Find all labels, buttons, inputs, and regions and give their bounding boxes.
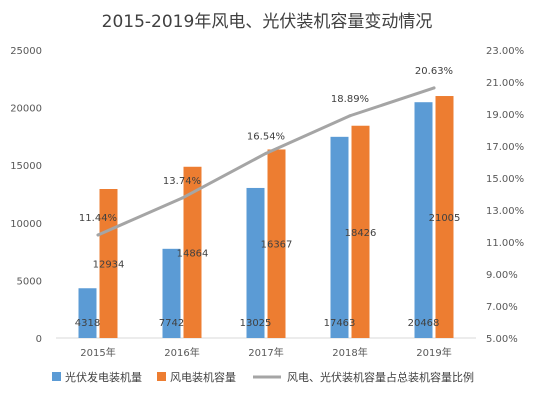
y-right-tick-label: 19.00%	[486, 110, 524, 121]
legend-label-solar: 光伏发电装机量	[65, 370, 142, 384]
ratio-line-point	[96, 233, 100, 237]
data-label-wind: 18426	[345, 228, 377, 239]
data-labels: 4318 12934 7742 14864 13025 16367 17463 18426 20…	[75, 66, 461, 329]
x-tick-labels: 2015年 2016年 2017年 2018年 2019年	[80, 346, 451, 359]
bar-solar	[246, 187, 265, 338]
y-right-tick-label: 9.00%	[486, 270, 518, 281]
data-label-wind: 14864	[177, 248, 209, 259]
data-label-ratio: 18.89%	[331, 94, 369, 105]
y-left-tick-label: 25000	[10, 46, 42, 57]
x-tick-label: 2017年	[248, 346, 283, 359]
legend: 光伏发电装机量 风电装机容量 风电、光伏装机容量占总装机容量比例	[52, 370, 474, 384]
legend-swatch-solar	[52, 372, 61, 381]
data-label-solar: 7742	[159, 318, 184, 329]
x-tick-label: 2015年	[80, 346, 115, 359]
ratio-line-point	[432, 86, 436, 90]
bar-wind	[183, 166, 202, 338]
legend-label-wind: 风电装机容量	[170, 370, 236, 384]
data-label-wind: 12934	[93, 260, 125, 271]
y-right-tick-label: 7.00%	[486, 302, 518, 313]
x-tick-label: 2018年	[332, 346, 367, 359]
y-left-tick-label: 20000	[10, 104, 42, 115]
y-right-tick-label: 15.00%	[486, 174, 524, 185]
bar-wind	[351, 125, 370, 338]
ratio-line-point	[180, 196, 184, 200]
y-right-tick-labels: 5.00% 7.00% 9.00% 11.00% 13.00% 15.00% 17.00% 1…	[486, 46, 524, 345]
bar-wind	[99, 189, 118, 338]
bars	[78, 96, 454, 338]
data-label-solar: 20468	[408, 318, 440, 329]
bar-solar	[78, 288, 97, 338]
bar-solar	[162, 248, 181, 338]
data-label-solar: 4318	[75, 318, 100, 329]
data-label-ratio: 13.74%	[163, 176, 201, 187]
y-left-tick-label: 5000	[17, 276, 42, 287]
y-left-tick-label: 0	[36, 334, 42, 345]
ratio-line-point	[264, 151, 268, 155]
data-label-ratio: 11.44%	[79, 213, 117, 224]
x-tick-label: 2019年	[416, 346, 451, 359]
bar-wind	[267, 149, 286, 338]
ratio-line-point	[348, 114, 352, 118]
data-label-ratio: 20.63%	[415, 66, 453, 77]
x-tick-label: 2016年	[164, 346, 199, 359]
y-right-tick-label: 5.00%	[486, 334, 518, 345]
data-label-wind: 21005	[429, 213, 461, 224]
y-right-tick-label: 17.00%	[486, 142, 524, 153]
data-label-solar: 17463	[324, 318, 356, 329]
y-right-tick-label: 23.00%	[486, 46, 524, 57]
bar-wind	[435, 96, 454, 338]
legend-label-ratio: 风电、光伏装机容量占总装机容量比例	[287, 370, 474, 384]
chart-title: 2015-2019年风电、光伏装机容量变动情况	[102, 12, 433, 32]
data-label-wind: 16367	[261, 240, 293, 251]
legend-swatch-wind	[157, 372, 166, 381]
y-right-tick-label: 11.00%	[486, 238, 524, 249]
y-right-tick-label: 21.00%	[486, 78, 524, 89]
data-label-ratio: 16.54%	[247, 131, 285, 142]
bar-solar	[414, 102, 433, 338]
y-right-tick-label: 13.00%	[486, 206, 524, 217]
ratio-line-path	[96, 86, 436, 237]
ratio-line	[96, 86, 436, 237]
y-left-tick-label: 15000	[10, 161, 42, 172]
y-left-tick-label: 10000	[10, 219, 42, 230]
bar-solar	[330, 136, 349, 338]
data-label-solar: 13025	[240, 318, 272, 329]
y-left-tick-labels: 0 5000 10000 15000 20000 25000	[10, 46, 42, 345]
